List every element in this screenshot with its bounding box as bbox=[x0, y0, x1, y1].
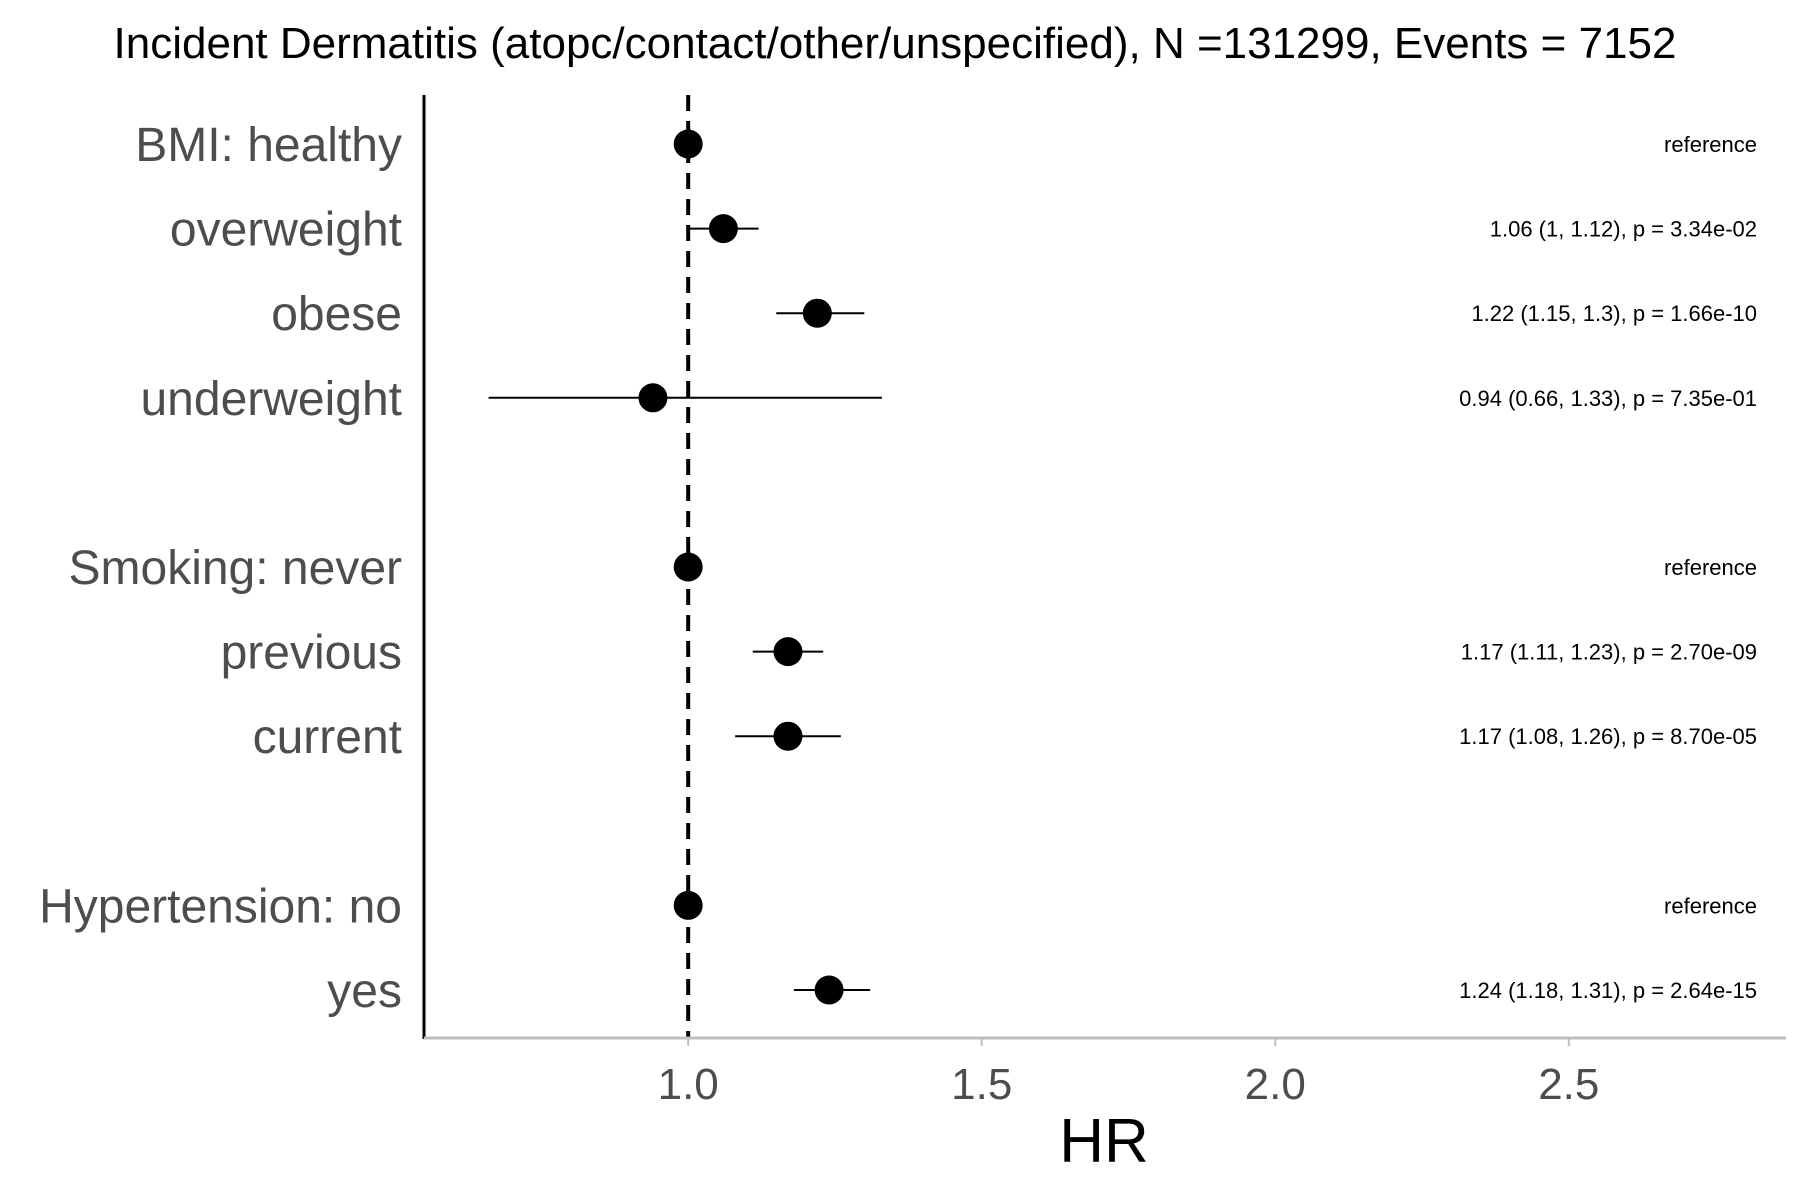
forest-row: Hypertension: no reference bbox=[39, 880, 1757, 933]
hr-point bbox=[773, 721, 803, 751]
row-label: BMI: healthy bbox=[135, 119, 402, 172]
forest-row: BMI: healthy reference bbox=[135, 119, 1757, 172]
hr-annotation: 0.94 (0.66, 1.33), p = 7.35e-01 bbox=[1459, 386, 1757, 411]
hr-annotation: 1.06 (1, 1.12), p = 3.34e-02 bbox=[1490, 217, 1757, 242]
x-tick-label: 1.0 bbox=[658, 1060, 719, 1109]
hr-annotation: 1.24 (1.18, 1.31), p = 2.64e-15 bbox=[1459, 978, 1757, 1003]
forest-row: previous 1.17 (1.11, 1.23), p = 2.70e-09 bbox=[221, 627, 1757, 680]
hr-point bbox=[802, 298, 832, 328]
row-label: Smoking: never bbox=[69, 542, 403, 595]
hr-annotation: 1.17 (1.08, 1.26), p = 8.70e-05 bbox=[1459, 724, 1757, 749]
hr-annotation: 1.22 (1.15, 1.3), p = 1.66e-10 bbox=[1471, 301, 1757, 326]
x-tick-label: 1.5 bbox=[951, 1060, 1012, 1109]
x-axis-label: HR bbox=[1059, 1107, 1149, 1176]
row-label: yes bbox=[327, 965, 402, 1018]
row-label: obese bbox=[271, 288, 402, 341]
forest-row: yes 1.24 (1.18, 1.31), p = 2.64e-15 bbox=[327, 965, 1757, 1018]
hr-annotation: reference bbox=[1664, 555, 1757, 580]
hr-point bbox=[638, 383, 668, 413]
forest-row: overweight 1.06 (1, 1.12), p = 3.34e-02 bbox=[170, 204, 1757, 257]
forest-row: underweight 0.94 (0.66, 1.33), p = 7.35e-… bbox=[140, 373, 1757, 426]
axes-layer bbox=[422, 95, 1786, 1040]
chart-title: Incident Dermatitis (atopc/contact/other… bbox=[114, 19, 1677, 68]
hr-annotation: 1.17 (1.11, 1.23), p = 2.70e-09 bbox=[1461, 640, 1757, 665]
hr-point bbox=[773, 637, 803, 667]
hr-point bbox=[708, 214, 738, 244]
row-label: Hypertension: no bbox=[39, 880, 402, 933]
row-label: previous bbox=[221, 627, 402, 680]
row-label: overweight bbox=[170, 204, 402, 257]
forest-row: obese 1.22 (1.15, 1.3), p = 1.66e-10 bbox=[271, 288, 1757, 341]
hr-point bbox=[673, 129, 703, 159]
forest-row: current 1.17 (1.08, 1.26), p = 8.70e-05 bbox=[253, 711, 1757, 764]
x-tick-label: 2.0 bbox=[1245, 1060, 1306, 1109]
forest-row: Smoking: never reference bbox=[69, 542, 1758, 595]
x-tick-label: 2.5 bbox=[1538, 1060, 1599, 1109]
hr-annotation: reference bbox=[1664, 893, 1757, 918]
hr-annotation: reference bbox=[1664, 132, 1757, 157]
rows-layer: BMI: healthy reference overweight 1.06 (1, … bbox=[39, 119, 1757, 1018]
row-label: current bbox=[253, 711, 402, 764]
hr-point bbox=[814, 975, 844, 1005]
row-label: underweight bbox=[140, 373, 402, 426]
x-ticks: 1.0 1.5 2.0 2.5 bbox=[658, 1038, 1599, 1109]
